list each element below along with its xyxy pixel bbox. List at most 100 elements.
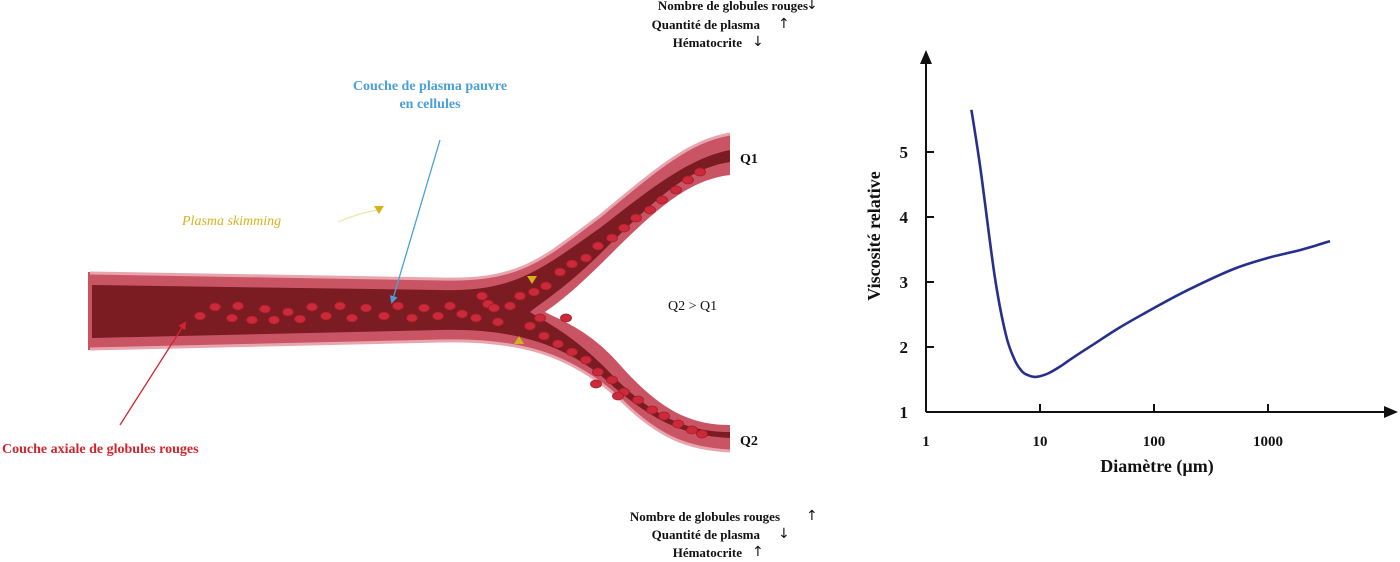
red-blood-cell — [282, 307, 294, 317]
red-blood-cell — [618, 223, 630, 233]
red-blood-cell — [686, 425, 698, 435]
x-tick-label: 1000 — [1253, 434, 1283, 450]
top-stat-rbc-label: Nombre de globules rouges — [657, 0, 808, 13]
top-stat-hematocrit-label: Hématocrite — [672, 35, 742, 50]
red-blood-cell — [334, 301, 346, 311]
top-stat-hematocrit-arrow-icon: ↓ — [752, 34, 764, 50]
red-blood-cell — [658, 411, 670, 421]
bottom-stat-rbc: Nombre de globules rouges — [630, 509, 780, 525]
x-tick-label: 1 — [922, 434, 930, 450]
red-blood-cell — [306, 302, 318, 312]
red-blood-cell — [524, 321, 536, 331]
plasma-layer-label: Couche de plasma pauvre en cellules — [320, 78, 540, 114]
top-stat-plasma: Quantité de plasma — [652, 17, 760, 33]
vessel-lumen — [92, 150, 730, 438]
flow-relation-label: Q2 > Q1 — [668, 299, 718, 314]
red-blood-cell — [682, 175, 694, 185]
red-blood-cell — [590, 379, 602, 389]
red-blood-cell — [554, 267, 566, 277]
red-blood-cell — [514, 291, 526, 301]
red-blood-cell — [592, 241, 604, 251]
red-blood-cell — [644, 205, 656, 215]
red-blood-cell — [246, 315, 258, 325]
red-blood-cell — [540, 281, 552, 291]
red-blood-cell — [194, 311, 206, 321]
red-blood-cell — [606, 233, 618, 243]
bottom-stat-plasma-label: Quantité de plasma — [651, 527, 760, 542]
q1-label: Q1 — [740, 152, 758, 167]
bottom-stat-hematocrit-arrow-icon: ↑ — [752, 544, 764, 560]
red-blood-cell — [378, 311, 390, 321]
red-blood-cell — [646, 405, 658, 415]
red-blood-cell — [672, 419, 684, 429]
red-blood-cell — [456, 309, 468, 319]
q2-label: Q2 — [740, 434, 758, 449]
top-stat-rbc-arrow-icon: ↓ — [806, 0, 818, 13]
red-blood-cell — [630, 213, 642, 223]
red-blood-cell — [504, 301, 516, 311]
bottom-stat-hematocrit-label: Hématocrite — [672, 545, 742, 560]
red-blood-cell — [612, 391, 624, 401]
red-blood-cell — [492, 317, 504, 327]
red-blood-cell — [566, 259, 578, 269]
red-blood-cell — [209, 302, 221, 312]
top-stat-rbc: Nombre de globules rouges — [658, 0, 808, 14]
red-blood-cell — [232, 301, 244, 311]
red-blood-cell — [656, 195, 668, 205]
top-stat-hematocrit: Hématocrite — [673, 35, 742, 51]
skimming-triangle-lower-icon — [514, 336, 524, 344]
plasma-layer-label-line2: en cellules — [399, 97, 461, 112]
red-blood-cell — [528, 287, 540, 297]
red-blood-cell — [259, 304, 271, 314]
red-blood-cell — [606, 375, 618, 385]
chart-y-axis-label: Viscosité relative — [864, 171, 884, 300]
plasma-layer-label-line1: Couche de plasma pauvre — [352, 79, 508, 94]
viscosity-curve — [970, 109, 1331, 379]
red-blood-cell — [320, 311, 332, 321]
red-blood-cell — [560, 313, 572, 323]
red-blood-cell — [632, 395, 644, 405]
y-tick-label: 3 — [900, 273, 909, 292]
y-tick-label: 1 — [900, 403, 909, 422]
red-blood-cell — [538, 331, 550, 341]
red-blood-cell — [432, 311, 444, 321]
vessel-highlight — [89, 132, 731, 281]
plasma-layer-arrow — [389, 139, 441, 304]
red-blood-cell — [694, 167, 706, 177]
plasma-skimming-label: Plasma skimming — [182, 214, 282, 229]
bottom-stat-rbc-label: Nombre de globules rouges — [629, 509, 780, 524]
bottom-stat-rbc-arrow-icon: ↑ — [806, 508, 818, 524]
axial-layer-arrow — [119, 321, 187, 426]
red-blood-cell — [580, 355, 592, 365]
red-blood-cell — [392, 301, 404, 311]
red-blood-cell — [476, 291, 488, 301]
red-blood-cells — [194, 167, 708, 439]
x-tick-label: 10 — [1033, 434, 1048, 450]
bottom-stat-plasma: Quantité de plasma — [652, 527, 760, 543]
red-blood-cell — [268, 315, 280, 325]
skimming-arrow — [337, 209, 379, 223]
y-tick-label: 2 — [900, 338, 909, 357]
red-blood-cell — [592, 367, 604, 377]
red-blood-cell — [696, 429, 708, 439]
red-blood-cell — [418, 303, 430, 313]
red-blood-cell — [670, 185, 682, 195]
skimming-triangle-upper-icon — [527, 276, 537, 284]
skimming-triangle-icon — [374, 206, 384, 214]
y-tick-label: 5 — [900, 143, 909, 162]
blood-vessel — [88, 132, 731, 453]
top-stat-plasma-arrow-icon: ↑ — [778, 16, 790, 32]
y-tick-label: 4 — [900, 208, 909, 227]
red-blood-cell — [226, 313, 238, 323]
top-stat-plasma-label: Quantité de plasma — [651, 17, 760, 32]
x-tick-label: 100 — [1143, 434, 1166, 450]
bottom-stat-plasma-arrow-icon: ↓ — [778, 526, 790, 542]
red-blood-cell — [566, 347, 578, 357]
red-blood-cell — [552, 339, 564, 349]
red-blood-cell — [294, 314, 306, 324]
bottom-stat-hematocrit: Hématocrite — [673, 545, 742, 561]
red-blood-cell — [488, 303, 500, 313]
red-blood-cell — [534, 313, 546, 323]
chart-ticks: 1 10 100 1000 1 2 3 4 5 — [900, 143, 1284, 450]
